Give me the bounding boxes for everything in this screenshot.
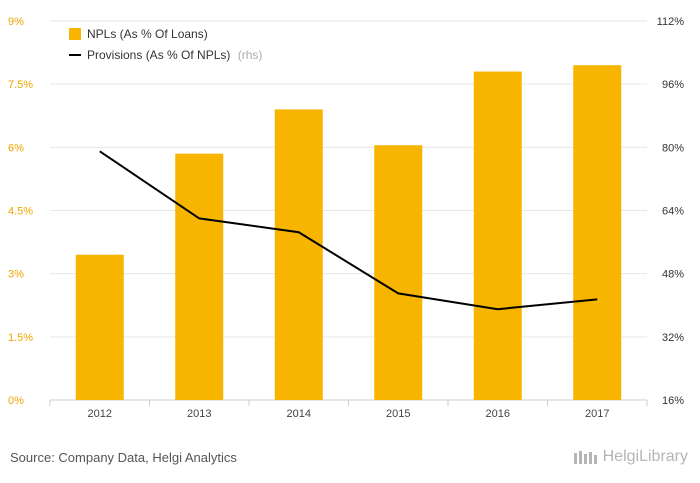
right-tick-label: 112% [657, 16, 685, 28]
right-tick-label: 64% [662, 206, 684, 218]
library-icon [573, 451, 597, 464]
legend-swatch-npls [69, 28, 81, 40]
line-series [99, 150, 598, 311]
brand-name: HelgiLibrary [602, 448, 688, 465]
legend-note-rhs: (rhs) [238, 48, 263, 62]
x-tick-label: 2013 [187, 408, 211, 420]
brand-logo: HelgiLibrary [573, 448, 688, 466]
legend[interactable]: NPLs (As % Of Loans) Provisions (As % Of… [69, 27, 262, 62]
right-tick-label: 16% [662, 395, 684, 407]
combo-chart: 0%1.5%3%4.5%6%7.5%9% 16%32%48%64%80%96%1… [8, 16, 685, 420]
bar-npls-2017[interactable] [573, 65, 622, 400]
x-tick-label: 2016 [486, 408, 510, 420]
line-provisions[interactable] [99, 150, 598, 311]
x-tick-label: 2012 [88, 408, 112, 420]
bar-npls-2015[interactable] [374, 145, 423, 400]
right-tick-label: 48% [662, 269, 684, 281]
left-tick-label: 0% [8, 395, 24, 407]
legend-label-provisions: Provisions (As % Of NPLs) (rhs) [87, 48, 262, 62]
right-tick-label: 96% [662, 79, 684, 91]
left-tick-label: 6% [8, 142, 24, 154]
right-axis: 16% 32% 48% 64% 80% 96% 112% [657, 16, 685, 407]
x-tick-label: 2017 [585, 408, 609, 420]
right-tick-label: 80% [662, 142, 684, 154]
left-tick-label: 9% [8, 16, 24, 28]
gridlines [50, 20, 647, 401]
x-tick-label: 2014 [287, 408, 311, 420]
bar-npls-2012[interactable] [75, 254, 124, 400]
legend-label-provisions-text: Provisions (As % Of NPLs) [87, 48, 230, 62]
legend-label-npls: NPLs (As % Of Loans) [87, 27, 208, 41]
bar-npls-2016[interactable] [473, 71, 522, 401]
left-tick-label: 4.5% [8, 206, 33, 218]
source-note: Source: Company Data, Helgi Analytics [10, 450, 237, 465]
x-axis: 2012 2013 2014 2015 2016 2017 [49, 400, 648, 420]
right-tick-label: 32% [662, 332, 684, 344]
bar-series [75, 65, 622, 401]
left-tick-label: 7.5% [8, 79, 33, 91]
x-tick-label: 2015 [386, 408, 410, 420]
bar-npls-2013[interactable] [175, 153, 224, 400]
left-tick-label: 1.5% [8, 332, 33, 344]
left-tick-label: 3% [8, 269, 24, 281]
bar-npls-2014[interactable] [274, 109, 323, 400]
left-axis: 0% 1.5% 3% 4.5% 6% 7.5% 9% [8, 16, 33, 407]
